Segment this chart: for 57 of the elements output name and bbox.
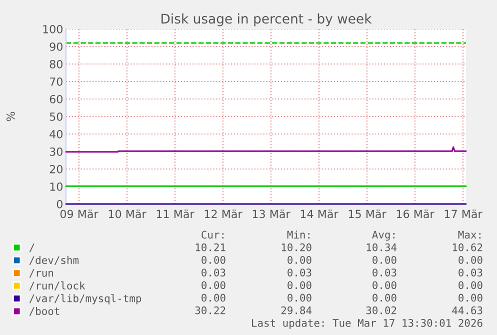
x-tick-label: 15 Mär bbox=[348, 210, 386, 218]
y-tick-label: 40 bbox=[50, 130, 62, 138]
x-tick-label: 10 Mär bbox=[108, 210, 146, 218]
y-tick-label: 60 bbox=[50, 94, 62, 104]
text: Last update: Tue Mar 17 13:30:01 2026 bbox=[252, 318, 482, 329]
text: 0.00 bbox=[458, 294, 482, 302]
text: Avg: bbox=[372, 230, 394, 241]
legend-label: /run/lock bbox=[29, 281, 86, 290]
text: Cur: bbox=[202, 230, 224, 239]
text: 30.22 bbox=[195, 306, 226, 314]
chart-title: Disk usage in percent - by week bbox=[162, 13, 372, 26]
y-tick-label: 0 bbox=[56, 200, 62, 208]
text: Max: bbox=[458, 230, 480, 239]
text: Min: bbox=[287, 230, 310, 239]
x-tick-label: 17 Mär bbox=[444, 210, 482, 218]
text: 44.63 bbox=[452, 306, 482, 314]
y-tick-label: 50 bbox=[50, 112, 62, 121]
y-tick-label: 90 bbox=[50, 42, 62, 51]
legend-label: /boot bbox=[29, 306, 60, 316]
y-tick-label: 10 bbox=[50, 182, 62, 191]
x-tick-label: 16 Mär bbox=[396, 210, 434, 218]
text: 0.00 bbox=[458, 281, 482, 290]
y-tick-label: 70 bbox=[50, 77, 62, 86]
text: 10.21 bbox=[196, 243, 226, 252]
text: 0.00 bbox=[372, 294, 396, 302]
text: 0.00 bbox=[202, 294, 226, 302]
text: 10.20 bbox=[282, 243, 312, 252]
y-axis-title: % bbox=[6, 112, 15, 122]
legend-label: / bbox=[29, 244, 34, 252]
y-tick-label: 100 bbox=[43, 24, 62, 34]
y-tick-label: 20 bbox=[50, 164, 62, 174]
text: 0.00 bbox=[458, 256, 482, 264]
text: 0.00 bbox=[372, 281, 396, 290]
text: 0.00 bbox=[372, 256, 396, 264]
text: 0.00 bbox=[288, 294, 312, 302]
text: 0.00 bbox=[202, 256, 226, 264]
text: 0.03 bbox=[372, 268, 396, 276]
x-tick-label: 13 Mär bbox=[252, 210, 290, 218]
x-tick-label: 09 Mär bbox=[60, 210, 98, 218]
text: 10.62 bbox=[452, 243, 482, 252]
y-tick-label: 80 bbox=[50, 60, 62, 68]
text: 10.34 bbox=[366, 243, 397, 252]
text: 0.03 bbox=[202, 268, 226, 276]
text: 29.84 bbox=[281, 306, 312, 314]
x-tick-label: 14 Mär bbox=[300, 210, 338, 218]
text: 30.02 bbox=[366, 306, 396, 314]
y-tick-label: 30 bbox=[50, 147, 62, 156]
text: 0.03 bbox=[288, 268, 312, 276]
x-tick-label: 12 Mär bbox=[204, 210, 242, 218]
legend-label: /var/lib/mysql-tmp bbox=[29, 294, 142, 304]
text: 0.03 bbox=[458, 268, 482, 276]
text: 0.00 bbox=[288, 256, 312, 264]
legend-label: /dev/shm bbox=[29, 256, 79, 265]
legend-label: /run bbox=[29, 269, 53, 278]
text: 0.00 bbox=[288, 281, 312, 290]
text: 0.00 bbox=[202, 281, 226, 290]
x-tick-label: 11 Mär bbox=[156, 210, 194, 218]
